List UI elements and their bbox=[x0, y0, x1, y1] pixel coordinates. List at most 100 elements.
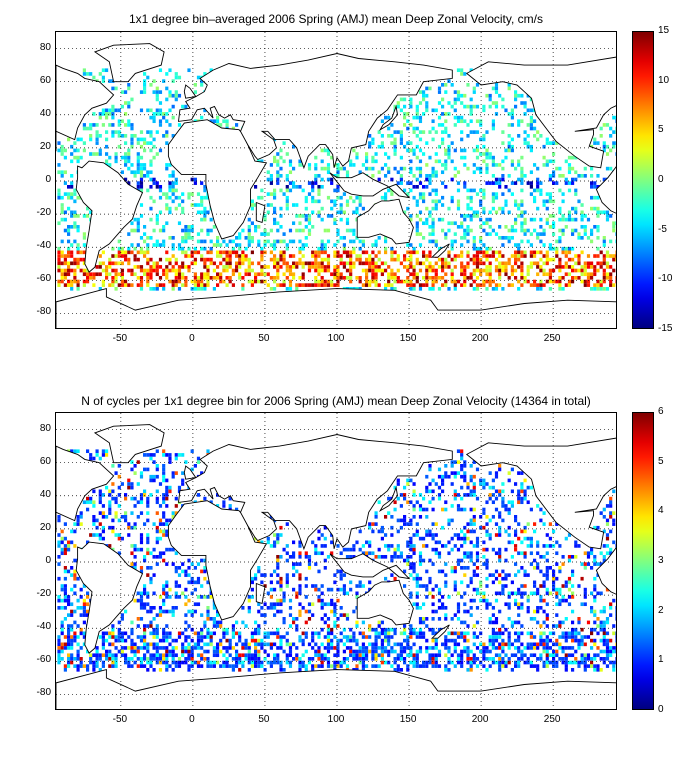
bin-cell bbox=[431, 276, 435, 280]
bin-cell bbox=[545, 221, 549, 226]
bin-cell bbox=[177, 123, 182, 127]
bin-cell bbox=[605, 518, 610, 523]
bin-cell bbox=[460, 268, 464, 273]
bin-cell bbox=[567, 646, 572, 650]
bin-cell bbox=[60, 540, 64, 545]
bin-cell bbox=[98, 536, 102, 541]
bin-cell bbox=[120, 272, 124, 277]
bin-cell bbox=[152, 642, 156, 647]
bin-cell bbox=[279, 225, 283, 229]
bin-cell bbox=[279, 155, 283, 160]
bin-cell bbox=[352, 148, 356, 153]
bin-cell bbox=[181, 265, 185, 269]
bin-cell bbox=[143, 584, 147, 588]
bin-cell bbox=[260, 268, 264, 273]
bin-cell bbox=[514, 250, 518, 255]
bin-cell bbox=[542, 620, 546, 625]
bin-cell bbox=[514, 638, 518, 643]
bin-cell bbox=[336, 166, 340, 171]
bin-cell bbox=[558, 598, 562, 603]
bin-cell bbox=[523, 493, 527, 497]
bin-cell bbox=[561, 214, 565, 218]
bin-cell bbox=[526, 228, 530, 233]
bin-cell bbox=[539, 555, 543, 559]
bin-cell bbox=[609, 148, 613, 153]
bin-cell bbox=[494, 283, 499, 287]
bin-cell bbox=[415, 635, 419, 639]
bin-cell bbox=[57, 533, 61, 537]
bin-cell bbox=[580, 250, 584, 255]
bin-cell bbox=[266, 536, 270, 541]
bin-cell bbox=[590, 606, 594, 610]
bin-cell bbox=[206, 595, 210, 599]
bin-cell bbox=[396, 496, 400, 501]
bin-cell bbox=[146, 504, 150, 508]
bin-cell bbox=[406, 635, 410, 639]
bin-cell bbox=[127, 166, 131, 171]
bin-cell bbox=[377, 646, 381, 650]
bin-cell bbox=[57, 283, 61, 287]
bin-cell bbox=[323, 228, 327, 233]
bin-cell bbox=[415, 533, 419, 537]
bin-cell bbox=[444, 653, 448, 658]
bin-cell bbox=[238, 261, 242, 266]
bin-cell bbox=[260, 646, 264, 650]
bin-cell bbox=[444, 500, 448, 505]
bin-cell bbox=[273, 192, 277, 196]
bin-cell bbox=[545, 558, 549, 563]
bin-cell bbox=[472, 210, 476, 215]
bin-cell bbox=[609, 547, 613, 552]
bin-cell bbox=[491, 155, 495, 160]
bin-cell bbox=[200, 246, 204, 251]
bin-cell bbox=[501, 265, 505, 269]
bin-cell bbox=[567, 580, 572, 585]
bin-cell bbox=[111, 489, 115, 494]
bin-cell bbox=[162, 609, 166, 614]
bin-cell bbox=[57, 250, 61, 255]
bin-cell bbox=[345, 228, 350, 233]
bin-cell bbox=[114, 638, 118, 643]
bin-cell bbox=[374, 243, 378, 247]
bin-cell bbox=[441, 195, 445, 200]
bin-cell bbox=[590, 166, 594, 171]
bin-cell bbox=[117, 504, 121, 508]
bin-cell bbox=[187, 642, 191, 647]
bin-cell bbox=[507, 112, 511, 116]
bin-cell bbox=[615, 254, 616, 258]
bin-cell bbox=[162, 493, 166, 497]
bin-cell bbox=[143, 225, 147, 229]
bin-cell bbox=[304, 635, 308, 639]
bin-cell bbox=[485, 547, 489, 552]
bin-cell bbox=[190, 254, 194, 258]
bin-cell bbox=[203, 214, 207, 218]
bin-cell bbox=[437, 474, 442, 479]
bin-cell bbox=[361, 551, 365, 556]
bin-cell bbox=[399, 141, 403, 145]
bin-cell bbox=[425, 584, 429, 588]
bin-cell bbox=[70, 287, 74, 291]
bin-cell bbox=[374, 272, 378, 277]
bin-cell bbox=[187, 573, 191, 577]
bin-cell bbox=[387, 188, 391, 193]
bin-cell bbox=[82, 232, 86, 236]
bin-cell bbox=[250, 261, 254, 266]
bin-cell bbox=[86, 591, 90, 596]
bin-cell bbox=[206, 272, 210, 277]
bin-cell bbox=[498, 283, 502, 287]
bin-cell bbox=[190, 653, 194, 658]
bin-cell bbox=[529, 631, 533, 636]
bin-cell bbox=[254, 620, 258, 625]
bin-cell bbox=[437, 653, 442, 658]
bin-cell bbox=[561, 217, 565, 222]
bin-cell bbox=[456, 642, 461, 647]
bin-cell bbox=[177, 635, 182, 639]
bin-cell bbox=[418, 243, 423, 247]
bin-cell bbox=[463, 474, 467, 479]
bin-cell bbox=[196, 653, 201, 658]
bin-cell bbox=[393, 104, 397, 109]
bin-cell bbox=[415, 108, 419, 113]
bin-cell bbox=[574, 170, 578, 175]
bin-cell bbox=[561, 635, 565, 639]
bin-cell bbox=[431, 536, 435, 541]
bin-cell bbox=[434, 174, 438, 178]
